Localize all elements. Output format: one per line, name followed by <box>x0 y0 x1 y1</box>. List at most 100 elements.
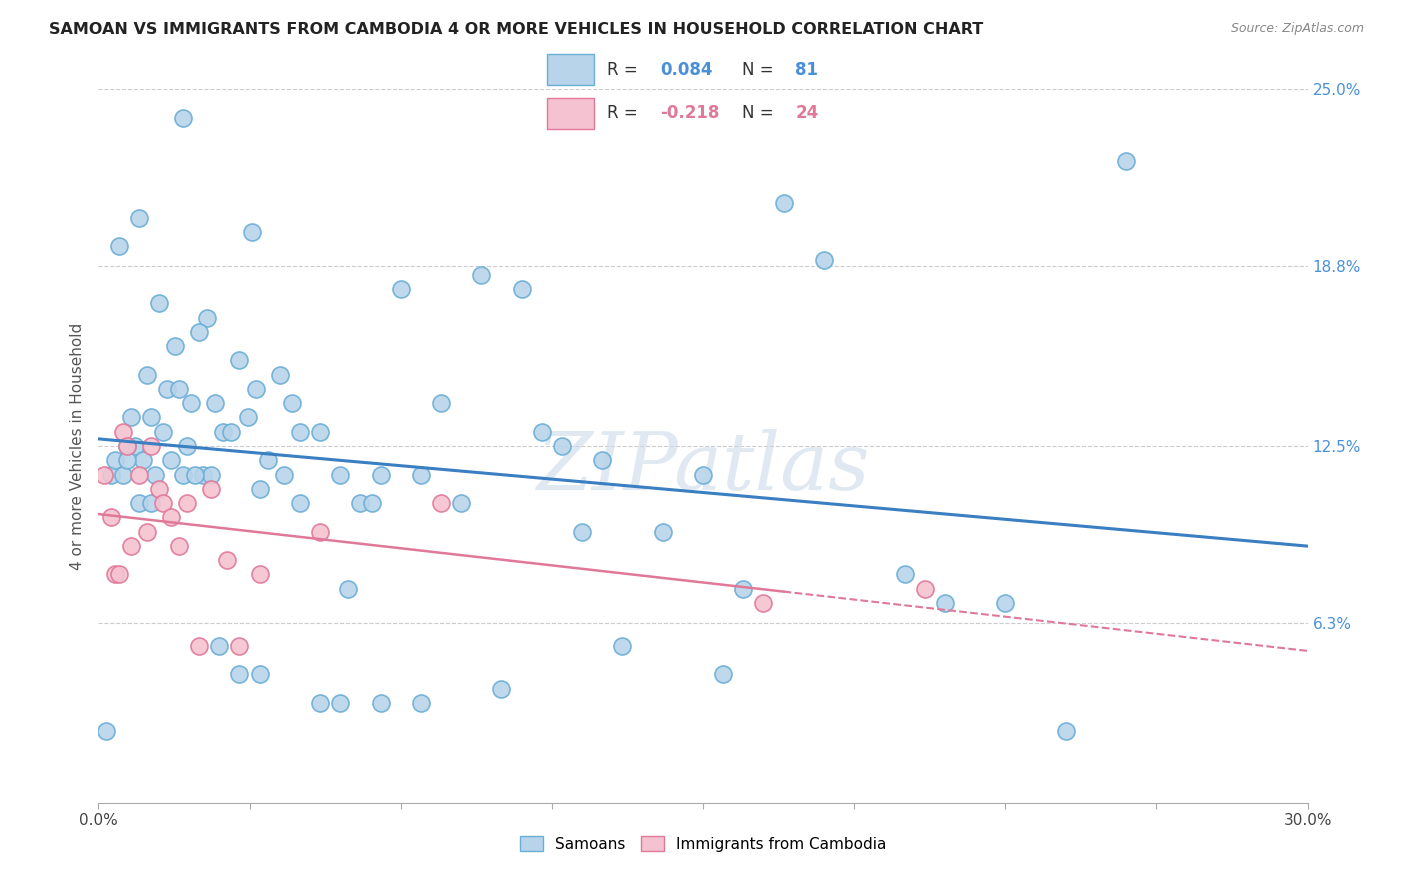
Point <box>212 425 235 439</box>
Point <box>752 596 775 610</box>
Point <box>309 524 332 539</box>
Point <box>188 325 211 339</box>
Point <box>329 696 352 710</box>
Point <box>228 667 250 681</box>
Point <box>120 410 142 425</box>
Point <box>692 467 714 482</box>
Point <box>337 582 360 596</box>
Point <box>240 225 263 239</box>
Point <box>152 496 174 510</box>
Point <box>571 524 593 539</box>
Point <box>139 410 162 425</box>
Point <box>288 425 311 439</box>
Point <box>269 368 291 382</box>
Point <box>256 453 278 467</box>
Text: N =: N = <box>742 61 775 78</box>
Point <box>491 681 513 696</box>
Point <box>103 453 125 467</box>
Point <box>249 567 271 582</box>
Point <box>100 510 122 524</box>
Point <box>273 467 295 482</box>
Point <box>1054 724 1077 739</box>
Point <box>733 582 755 596</box>
Point <box>409 467 432 482</box>
Text: Source: ZipAtlas.com: Source: ZipAtlas.com <box>1230 22 1364 36</box>
Point <box>349 496 371 510</box>
Point <box>93 467 115 482</box>
Point <box>180 396 202 410</box>
Text: N =: N = <box>742 104 775 122</box>
Point <box>160 510 183 524</box>
Point <box>120 539 142 553</box>
Point <box>551 439 574 453</box>
Point <box>281 396 304 410</box>
Text: -0.218: -0.218 <box>659 104 720 122</box>
Text: 24: 24 <box>796 104 818 122</box>
Point <box>217 553 239 567</box>
Point <box>111 425 134 439</box>
Point <box>167 382 190 396</box>
Point <box>128 211 150 225</box>
Point <box>200 467 222 482</box>
Point <box>100 467 122 482</box>
Bar <box>547 98 593 129</box>
Point <box>107 567 129 582</box>
Point <box>309 425 332 439</box>
Point <box>228 639 250 653</box>
Point <box>139 496 162 510</box>
Point <box>772 196 794 211</box>
Y-axis label: 4 or more Vehicles in Household: 4 or more Vehicles in Household <box>69 322 84 570</box>
Point <box>188 639 211 653</box>
Text: ZIPatlas: ZIPatlas <box>536 429 870 506</box>
Point <box>103 567 125 582</box>
Point <box>184 467 207 482</box>
Point <box>152 425 174 439</box>
Point <box>176 439 198 453</box>
Point <box>148 296 170 310</box>
Point <box>167 539 190 553</box>
Point <box>208 639 231 653</box>
Text: R =: R = <box>607 104 638 122</box>
Bar <box>547 54 593 85</box>
Point <box>309 696 332 710</box>
Point <box>115 439 138 453</box>
Point <box>430 496 453 510</box>
Point <box>115 453 138 467</box>
Point <box>163 339 186 353</box>
Point <box>361 496 384 510</box>
Point <box>329 467 352 482</box>
Point <box>128 467 150 482</box>
Point <box>139 439 162 453</box>
Text: SAMOAN VS IMMIGRANTS FROM CAMBODIA 4 OR MORE VEHICLES IN HOUSEHOLD CORRELATION C: SAMOAN VS IMMIGRANTS FROM CAMBODIA 4 OR … <box>49 22 983 37</box>
Text: R =: R = <box>607 61 638 78</box>
Point <box>510 282 533 296</box>
Point <box>156 382 179 396</box>
Point <box>172 467 194 482</box>
Point <box>249 482 271 496</box>
Point <box>124 439 146 453</box>
Point <box>236 410 259 425</box>
Point <box>612 639 634 653</box>
Point <box>128 496 150 510</box>
Point <box>893 567 915 582</box>
Legend: Samoans, Immigrants from Cambodia: Samoans, Immigrants from Cambodia <box>512 828 894 859</box>
Point <box>176 496 198 510</box>
Point <box>914 582 936 596</box>
Point <box>228 353 250 368</box>
Point <box>132 453 155 467</box>
Point <box>934 596 956 610</box>
Point <box>204 396 226 410</box>
Point <box>450 496 472 510</box>
Point <box>143 467 166 482</box>
Point <box>221 425 243 439</box>
Point <box>370 696 392 710</box>
Point <box>370 467 392 482</box>
Point <box>1115 153 1137 168</box>
Point <box>200 482 222 496</box>
Point <box>249 667 271 681</box>
Point <box>111 467 134 482</box>
Point <box>96 724 118 739</box>
Point <box>591 453 613 467</box>
Point <box>193 467 215 482</box>
Point <box>107 239 129 253</box>
